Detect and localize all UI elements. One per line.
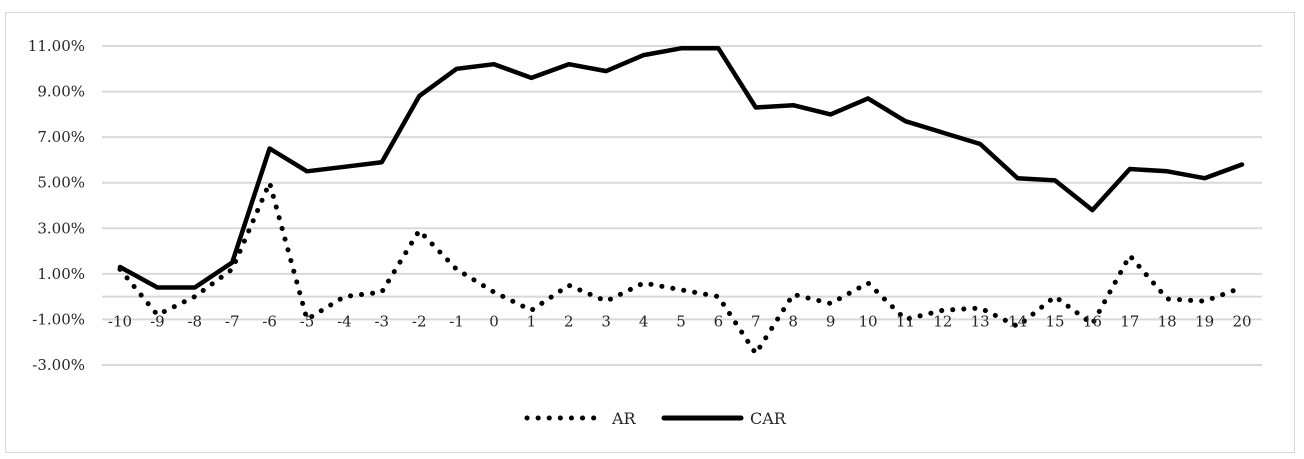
y-tick-label: 5.00%: [37, 174, 85, 192]
y-tick-label: 11.00%: [28, 37, 85, 55]
x-tick-label: -5: [300, 313, 315, 331]
x-tick-label: 2: [564, 313, 574, 331]
x-tick-label: -8: [187, 313, 202, 331]
x-tick-label: -6: [262, 313, 277, 331]
x-tick-label: -2: [412, 313, 427, 331]
series-line-car: [117, 46, 1245, 290]
legend: AR CAR: [524, 409, 787, 428]
gridlines: [102, 45, 1262, 366]
x-tick-label: -9: [150, 313, 165, 331]
x-tick-label: 3: [601, 313, 611, 331]
x-tick-label: 0: [489, 313, 499, 331]
y-tick-label: 7.00%: [37, 128, 85, 146]
x-tick-label: -7: [225, 313, 240, 331]
x-tick-label: 6: [714, 313, 724, 331]
y-tick-label: 1.00%: [37, 265, 85, 283]
x-tick-label: 13: [971, 313, 990, 331]
x-tick-label: 8: [788, 313, 798, 331]
legend-item-ar: AR: [524, 409, 637, 428]
x-tick-label: 11: [896, 313, 915, 331]
legend-label-ar: AR: [611, 409, 637, 428]
x-axis-tick-labels: -10 -9 -8 -7 -6 -5 -4 -3 -2 -1 0 1 2 3 4 5 6 7 8 9 10 11 12 13 1…: [108, 313, 1252, 331]
x-tick-label: 17: [1120, 313, 1139, 331]
x-tick-label: -4: [337, 313, 352, 331]
x-tick-label: 15: [1045, 313, 1064, 331]
legend-label-car: CAR: [750, 409, 787, 428]
x-tick-label: 12: [933, 313, 952, 331]
x-tick-label: -1: [449, 313, 464, 331]
chart-frame: [5, 12, 1295, 453]
x-tick-label: 7: [751, 313, 761, 331]
x-tick-label: 16: [1083, 313, 1102, 331]
x-tick-label: 1: [527, 313, 537, 331]
x-tick-label: 5: [676, 313, 686, 331]
x-tick-label: 4: [639, 313, 649, 331]
x-tick-label: 18: [1158, 313, 1177, 331]
legend-item-car: CAR: [661, 409, 787, 428]
x-tick-label: 9: [826, 313, 836, 331]
y-tick-label: 9.00%: [37, 83, 85, 101]
x-tick-label: 19: [1195, 313, 1214, 331]
y-tick-label: -1.00%: [32, 310, 85, 328]
x-tick-label: 20: [1232, 313, 1251, 331]
x-tick-label: -3: [374, 313, 389, 331]
y-tick-label: 3.00%: [37, 219, 85, 237]
x-tick-label: -10: [108, 313, 132, 331]
y-tick-label: -3.00%: [32, 356, 85, 374]
y-axis-tick-labels: -3.00% -1.00% 1.00% 3.00% 5.00% 7.00% 9.00% 11.…: [28, 37, 85, 374]
x-tick-label: 14: [1008, 313, 1027, 331]
series-lines: [117, 46, 1245, 357]
x-tick-label: 10: [858, 313, 877, 331]
